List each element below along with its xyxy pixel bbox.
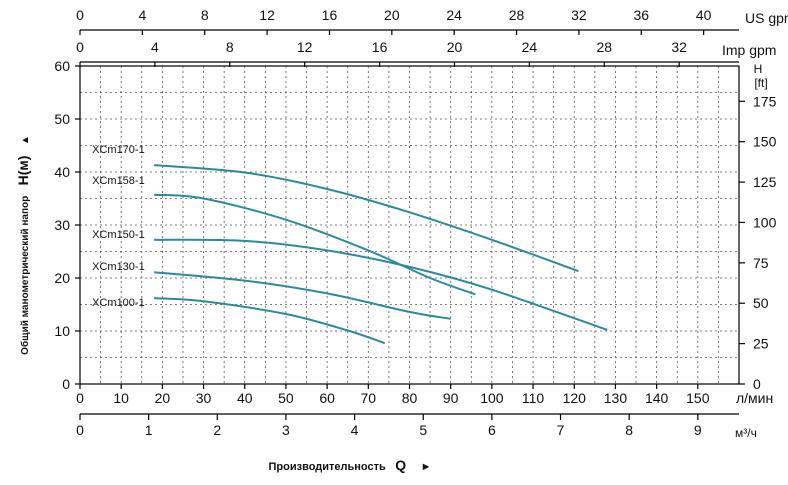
head-ft-tick-label: 175 bbox=[753, 93, 777, 109]
us-gpm-unit-label: US gpm bbox=[745, 10, 788, 26]
m3h-axis-tick-label: 3 bbox=[282, 422, 290, 438]
curve-xcm130-1 bbox=[154, 271, 451, 320]
series-label-xcm100-1: XCm100-1 bbox=[92, 297, 145, 309]
us-gpm-axis-tick-label: 8 bbox=[201, 7, 209, 23]
head-m-tick-label: 0 bbox=[62, 376, 70, 392]
head-m-tick-label: 50 bbox=[54, 111, 70, 127]
us-gpm-axis-tick-label: 12 bbox=[259, 7, 275, 23]
lpm-unit-label: л/мин bbox=[736, 390, 773, 406]
curve-xcm158-1 bbox=[154, 193, 476, 296]
x-axis-arrow-icon: ► bbox=[421, 461, 432, 473]
lpm-axis-tick-label: 140 bbox=[645, 390, 669, 406]
m3h-axis-tick-label: 4 bbox=[351, 422, 359, 438]
us-gpm-axis-tick-label: 20 bbox=[384, 7, 400, 23]
lpm-axis-tick-label: 120 bbox=[563, 390, 587, 406]
head-ft-tick-label: 75 bbox=[753, 255, 769, 271]
us-gpm-axis-tick-label: 36 bbox=[633, 7, 649, 23]
imp-gpm-axis-tick-label: 12 bbox=[297, 39, 313, 55]
head-ft-tick-label: 0 bbox=[753, 376, 761, 392]
lpm-axis-tick-label: 150 bbox=[686, 390, 710, 406]
y-axis-label-text: Общий манометрический напор bbox=[19, 196, 31, 355]
x-axis-label-text: Производительность bbox=[269, 461, 386, 473]
imp-gpm-axis-tick-label: 20 bbox=[447, 39, 463, 55]
lpm-axis-tick-label: 0 bbox=[76, 390, 84, 406]
svg-text:Общий манометрический напор: Общий манометрический напор H(м) ▲ bbox=[15, 135, 32, 355]
series-label-xcm130-1: XCm130-1 bbox=[92, 261, 145, 273]
head-ft-tick-label: 125 bbox=[753, 174, 777, 190]
x-axis-label: Производительность Q ► bbox=[269, 457, 432, 474]
us-gpm-axis-tick-label: 0 bbox=[76, 7, 84, 23]
us-gpm-axis-tick-label: 16 bbox=[322, 7, 338, 23]
lpm-axis-tick-label: 30 bbox=[196, 390, 212, 406]
head-m-tick-label: 60 bbox=[54, 58, 70, 74]
us-gpm-axis-tick-label: 32 bbox=[571, 7, 587, 23]
imp-gpm-axis-tick-label: 16 bbox=[372, 39, 388, 55]
head-m-tick-label: 40 bbox=[54, 164, 70, 180]
lpm-axis-tick-label: 40 bbox=[237, 390, 253, 406]
m3h-unit-label: м³/ч bbox=[735, 426, 757, 440]
lpm-axis-tick-label: 70 bbox=[361, 390, 377, 406]
lpm-axis-tick-label: 90 bbox=[443, 390, 459, 406]
imp-gpm-unit-label: Imp gpm bbox=[722, 42, 776, 58]
m3h-axis-tick-label: 6 bbox=[488, 422, 496, 438]
curve-xcm150-1 bbox=[154, 238, 608, 331]
series-label-xcm170-1: XCm170-1 bbox=[92, 144, 145, 156]
head-m-tick-label: 30 bbox=[54, 217, 70, 233]
head-m-tick-label: 20 bbox=[54, 270, 70, 286]
us-gpm-axis-tick-label: 4 bbox=[138, 7, 146, 23]
y-axis-label: Общий манометрический напор H(м) ▲ bbox=[15, 135, 32, 355]
x-axis-symbol: Q bbox=[395, 457, 406, 473]
imp-gpm-axis-tick-label: 32 bbox=[671, 39, 687, 55]
ft-unit-label-ft: [ft] bbox=[754, 76, 767, 90]
lpm-axis-tick-label: 50 bbox=[278, 390, 294, 406]
curve-xcm100-1 bbox=[154, 297, 386, 345]
us-gpm-axis-tick-label: 40 bbox=[696, 7, 712, 23]
series-label-xcm158-1: XCm158-1 bbox=[92, 175, 145, 187]
imp-gpm-axis-tick-label: 24 bbox=[522, 39, 538, 55]
ft-unit-label-h: H bbox=[754, 62, 763, 76]
us-gpm-axis-tick-label: 24 bbox=[446, 7, 462, 23]
m3h-axis-tick-label: 0 bbox=[76, 422, 84, 438]
us-gpm-axis-tick-label: 28 bbox=[509, 7, 525, 23]
head-ft-tick-label: 150 bbox=[753, 134, 777, 150]
head-m-tick-label: 10 bbox=[54, 323, 70, 339]
imp-gpm-axis-tick-label: 4 bbox=[151, 39, 159, 55]
lpm-axis-tick-label: 60 bbox=[319, 390, 335, 406]
m3h-axis-tick-label: 7 bbox=[557, 422, 565, 438]
imp-gpm-axis-tick-label: 0 bbox=[76, 39, 84, 55]
y-axis-arrow-icon: ▲ bbox=[20, 135, 31, 145]
imp-gpm-axis-tick-label: 8 bbox=[226, 39, 234, 55]
m3h-axis-tick-label: 1 bbox=[145, 422, 153, 438]
lpm-axis-tick-label: 10 bbox=[113, 390, 129, 406]
lpm-axis-tick-label: 20 bbox=[155, 390, 171, 406]
y-axis-symbol: H(м) bbox=[15, 156, 31, 186]
grid bbox=[80, 66, 739, 384]
m3h-axis-tick-label: 2 bbox=[213, 422, 221, 438]
head-ft-tick-label: 50 bbox=[753, 295, 769, 311]
m3h-axis-tick-label: 8 bbox=[625, 422, 633, 438]
series-curves bbox=[154, 164, 608, 345]
axes: 0 4 8 12 16 20 24 28 32 36 400 4 8 12 16 20 24 28 320 10 20 3… bbox=[54, 7, 776, 438]
m3h-axis-tick-label: 9 bbox=[694, 422, 702, 438]
lpm-axis-tick-label: 110 bbox=[522, 390, 545, 406]
series-labels: XCm170-1 XCm158-1 XCm150-1 XCm130-1 XCm100-1 bbox=[92, 144, 145, 309]
lpm-axis-tick-label: 100 bbox=[480, 390, 504, 406]
imp-gpm-axis-tick-label: 28 bbox=[596, 39, 612, 55]
head-ft-tick-label: 100 bbox=[753, 214, 777, 230]
series-label-xcm150-1: XCm150-1 bbox=[92, 229, 145, 241]
curve-xcm170-1 bbox=[154, 164, 579, 273]
head-ft-tick-label: 25 bbox=[753, 336, 769, 352]
m3h-axis-tick-label: 5 bbox=[419, 422, 427, 438]
lpm-axis-tick-label: 80 bbox=[402, 390, 418, 406]
lpm-axis-tick-label: 130 bbox=[604, 390, 628, 406]
